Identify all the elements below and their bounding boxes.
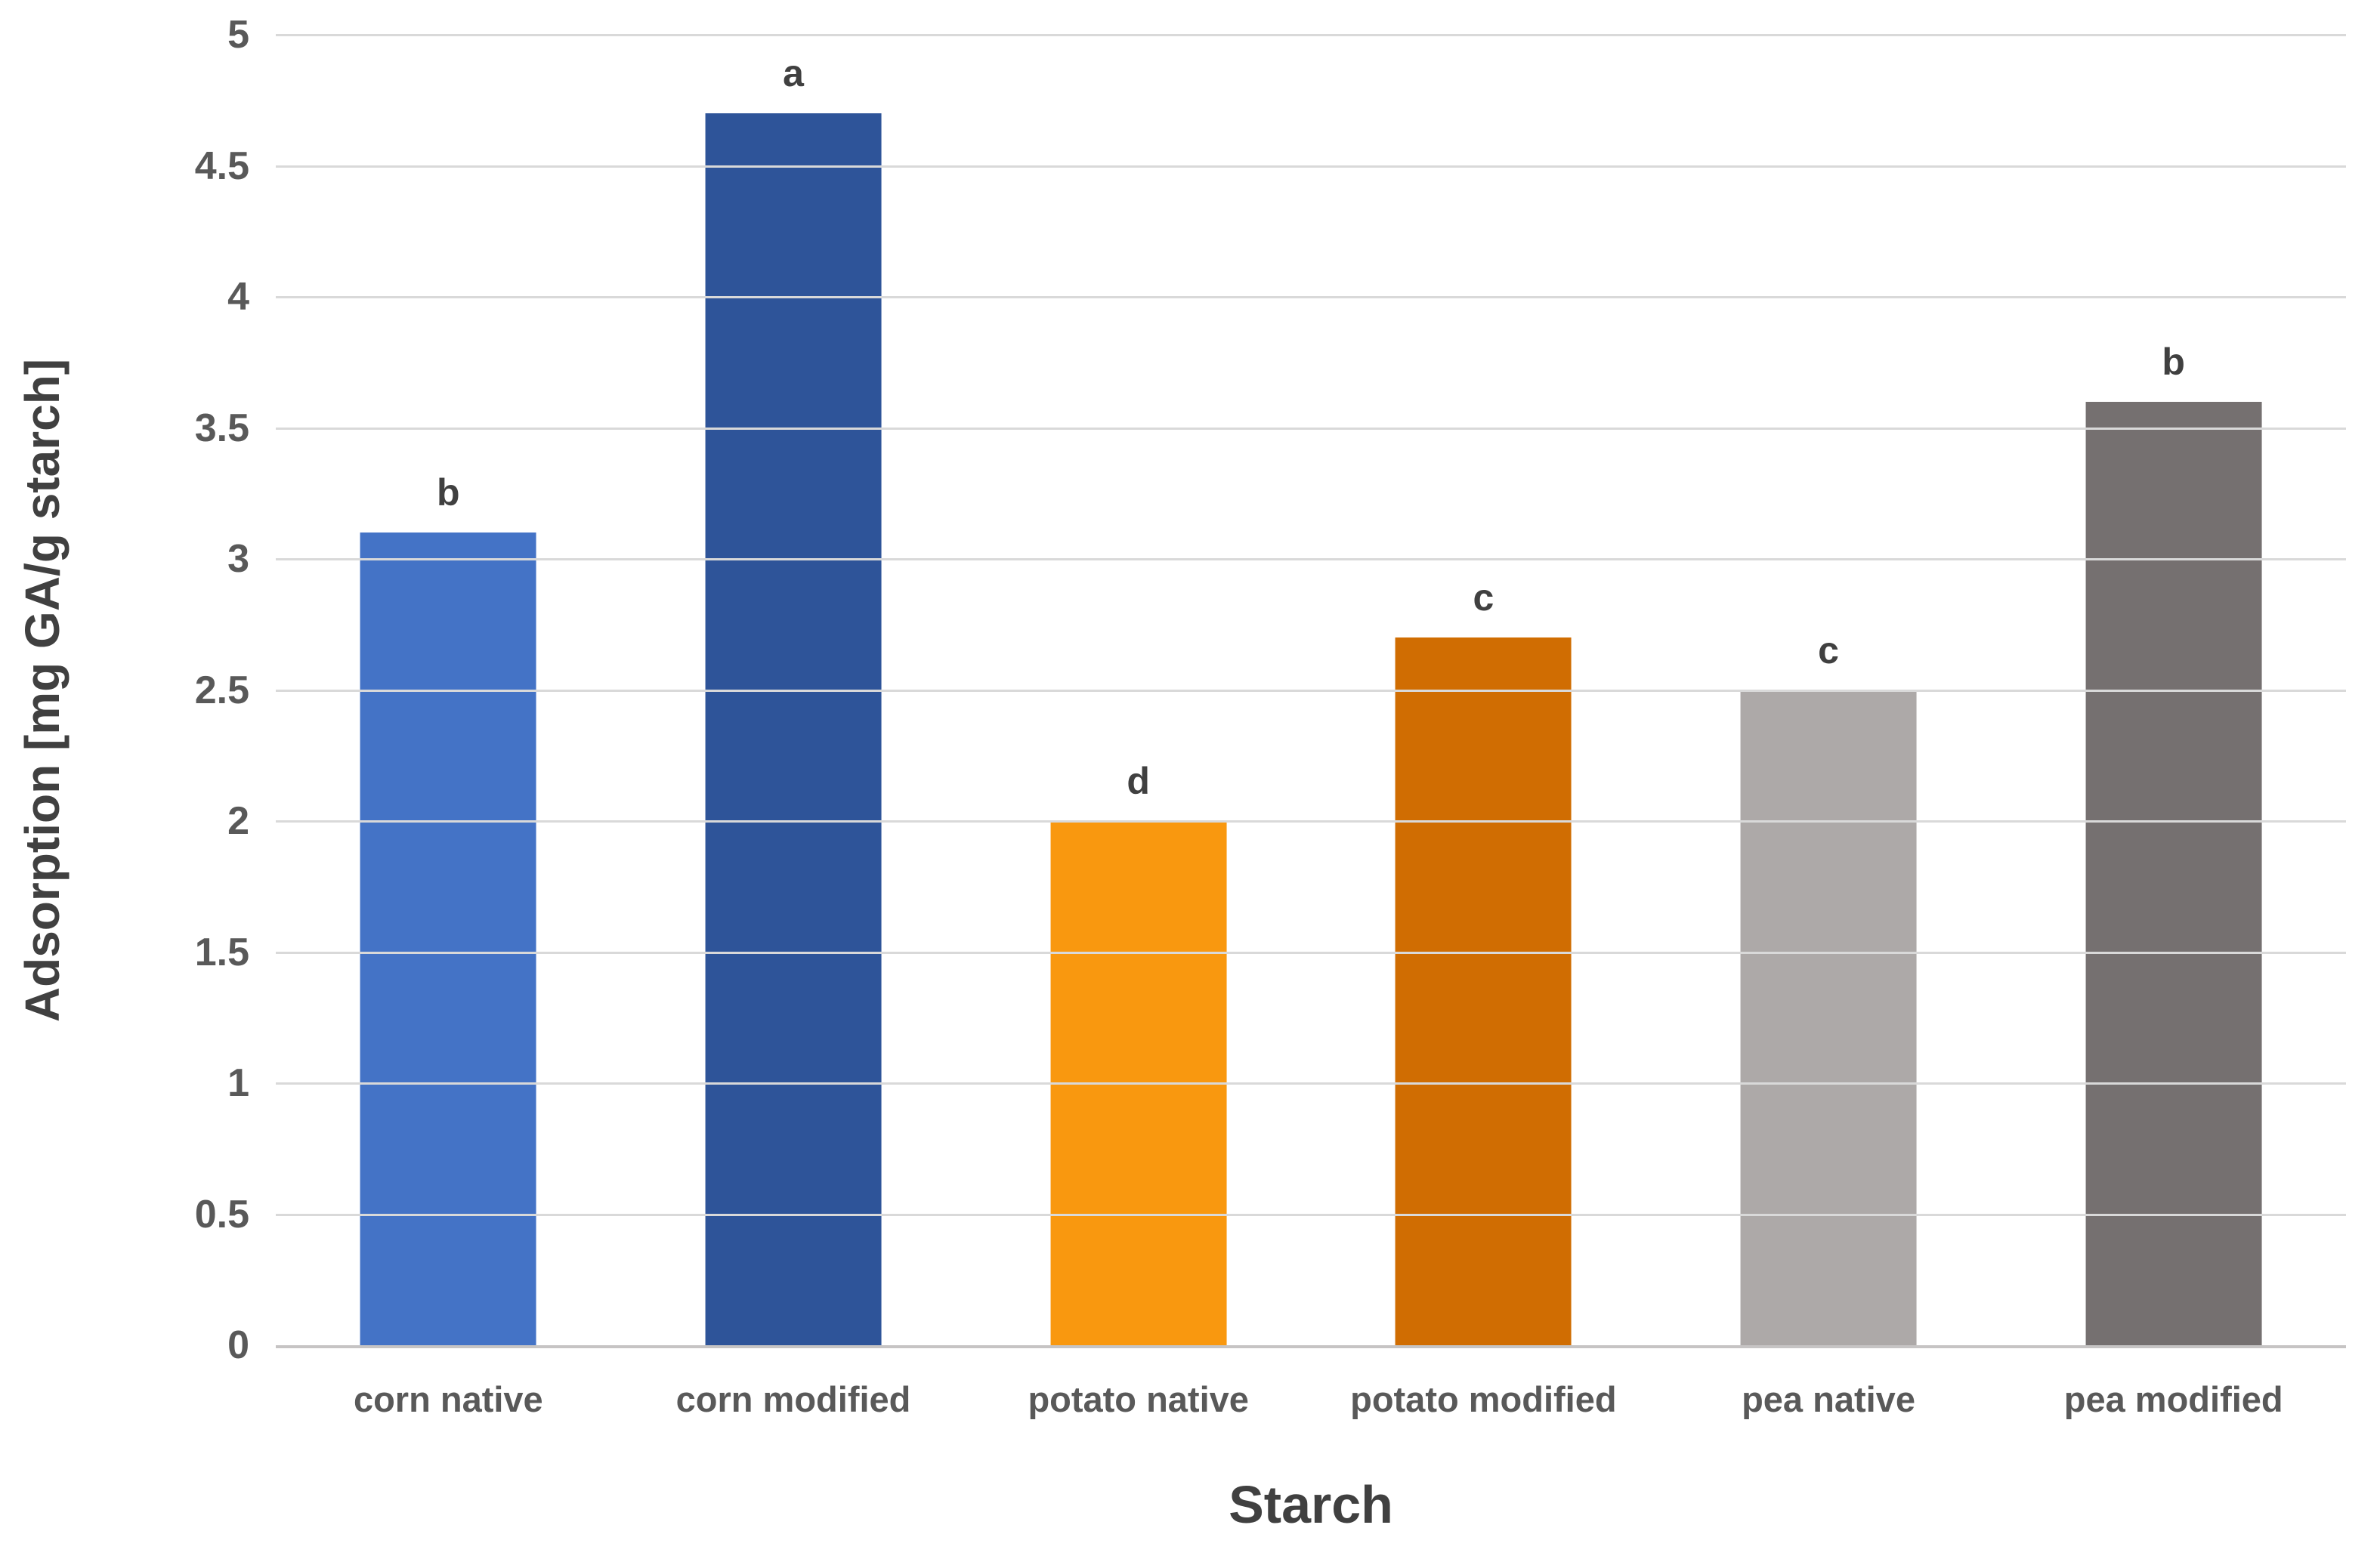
significance-letter-potato-modified: c xyxy=(1473,576,1494,619)
bar-slot-pea-native: c xyxy=(1656,35,2001,1345)
gridline-3 xyxy=(276,558,2346,560)
category-label-pea-modified: pea modified xyxy=(2063,1379,2283,1419)
bar-potato-modified xyxy=(1395,637,1572,1345)
y-tick-label-3: 3 xyxy=(227,537,249,581)
gridline-1 xyxy=(276,1082,2346,1085)
category-label-potato-modified: potato modified xyxy=(1350,1379,1617,1419)
y-tick-label-4.5: 4.5 xyxy=(194,144,249,188)
bar-pea-modified xyxy=(2085,401,2262,1345)
x-axis-category-labels: corn native corn modified potato native pot… xyxy=(276,1378,2346,1420)
gridline-2 xyxy=(276,820,2346,823)
significance-letter-corn-native: b xyxy=(437,471,460,514)
gridline-3.5 xyxy=(276,427,2346,430)
x-axis-title: Starch xyxy=(1229,1475,1393,1534)
y-tick-label-0.5: 0.5 xyxy=(194,1192,249,1236)
gridline-2.5 xyxy=(276,689,2346,692)
significance-letter-pea-modified: b xyxy=(2162,340,2185,383)
category-label-potato-native: potato native xyxy=(1028,1379,1249,1419)
gridline-4 xyxy=(276,296,2346,298)
gridline-5 xyxy=(276,34,2346,36)
gridline-1.5 xyxy=(276,951,2346,954)
y-axis-tick-labels: 0 0.5 1 1.5 2 2.5 3 3.5 4 4.5 5 xyxy=(0,15,249,1365)
bar-pea-native xyxy=(1740,690,1917,1345)
y-tick-label-1.5: 1.5 xyxy=(194,930,249,974)
gridline-0.5 xyxy=(276,1213,2346,1216)
category-label-corn-native: corn native xyxy=(353,1379,543,1419)
significance-letter-pea-native: c xyxy=(1818,628,1839,671)
category-label-pea-native: pea native xyxy=(1742,1379,1915,1419)
bar-slot-potato-modified: c xyxy=(1311,35,1656,1345)
y-tick-label-0: 0 xyxy=(227,1323,249,1367)
bar-slot-corn-modified: a xyxy=(621,35,966,1345)
gridline-4.5 xyxy=(276,165,2346,168)
y-tick-label-1: 1 xyxy=(227,1061,249,1105)
y-tick-label-5: 5 xyxy=(227,13,249,57)
y-tick-label-3.5: 3.5 xyxy=(194,406,249,450)
y-tick-label-2: 2 xyxy=(227,799,249,843)
bar-corn-native xyxy=(360,532,536,1345)
y-tick-label-2.5: 2.5 xyxy=(194,668,249,712)
plot-area: b a d c c b xyxy=(276,34,2346,1348)
bar-corn-modified xyxy=(705,113,882,1345)
bar-slot-corn-native: b xyxy=(276,35,621,1345)
y-tick-label-4: 4 xyxy=(227,275,249,319)
category-label-corn-modified: corn modified xyxy=(675,1379,911,1419)
significance-letter-corn-modified: a xyxy=(783,52,804,95)
significance-letter-potato-native: d xyxy=(1127,760,1150,802)
